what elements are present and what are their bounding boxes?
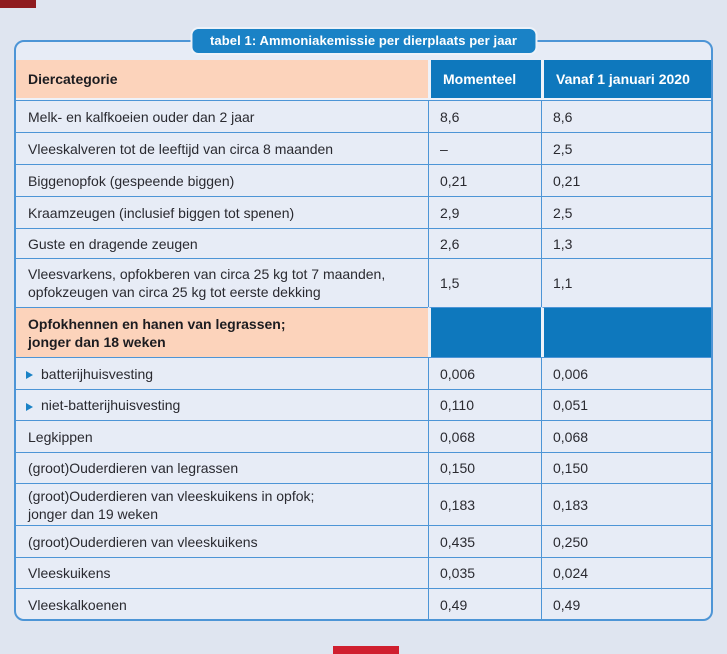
value-cell-vanaf: 2,5 <box>541 132 711 164</box>
category-cell: (groot)Ouderdieren van legrassen <box>16 452 428 483</box>
category-cell: (groot)Ouderdieren van vleeskuikens <box>16 525 428 557</box>
category-line-1: (groot)Ouderdieren van vleeskuikens in o… <box>28 487 315 504</box>
sub-category-label: niet-batterijhuisvesting <box>41 397 181 413</box>
value-cell-momenteel: 2,6 <box>428 228 541 258</box>
section-empty-cell <box>428 307 541 357</box>
page-bottom-mark <box>333 646 399 654</box>
category-cell: (groot)Ouderdieren van vleeskuikens in o… <box>16 483 428 525</box>
category-cell: Vleeskalkoenen <box>16 588 428 619</box>
value-cell-vanaf: 0,250 <box>541 525 711 557</box>
table-row: (groot)Ouderdieren van vleeskuikens in o… <box>16 483 711 525</box>
value-cell-vanaf: 0,21 <box>541 164 711 196</box>
triangle-bullet-icon <box>26 371 33 379</box>
triangle-bullet-icon <box>26 402 33 411</box>
section-line-1: Opfokhennen en hanen van legrassen; <box>28 315 286 332</box>
table-title-badge: tabel 1: Ammoniakemissie per dierplaats … <box>189 27 538 55</box>
value-cell-momenteel: 2,9 <box>428 196 541 228</box>
section-line-2: jonger dan 18 weken <box>28 333 166 350</box>
value-cell-vanaf: 0,051 <box>541 389 711 420</box>
column-header-vanaf-2020: Vanaf 1 januari 2020 <box>541 60 711 100</box>
value-cell-vanaf: 0,024 <box>541 557 711 588</box>
table-row: Kraamzeugen (inclusief biggen tot spenen… <box>16 196 711 228</box>
table-row: Vleesvarkens, opfokberen van circa 25 kg… <box>16 258 711 307</box>
table-sub-row: niet-batterijhuisvesting 0,110 0,051 <box>16 389 711 420</box>
value-cell-vanaf: 2,5 <box>541 196 711 228</box>
value-cell-vanaf: 8,6 <box>541 100 711 132</box>
category-cell: Guste en dragende zeugen <box>16 228 428 258</box>
category-cell: Vleeskuikens <box>16 557 428 588</box>
category-line-1: Vleesvarkens, opfokberen van circa 25 kg… <box>28 266 386 282</box>
section-header-row: Opfokhennen en hanen van legrassen; jong… <box>16 307 711 357</box>
table-title: tabel 1: Ammoniakemissie per dierplaats … <box>209 33 518 48</box>
value-cell-momenteel: 1,5 <box>428 258 541 307</box>
value-cell-momenteel: 0,435 <box>428 525 541 557</box>
header-row: Diercategorie Momenteel Vanaf 1 januari … <box>16 60 711 100</box>
table-card: Diercategorie Momenteel Vanaf 1 januari … <box>14 40 713 621</box>
section-title-cell: Opfokhennen en hanen van legrassen; jong… <box>16 307 428 357</box>
category-cell: niet-batterijhuisvesting <box>16 389 428 420</box>
value-cell-momenteel: 0,110 <box>428 389 541 420</box>
category-cell: Vleeskalveren tot de leeftijd van circa … <box>16 132 428 164</box>
page-corner-mark <box>0 0 36 8</box>
category-line-2: jonger dan 19 weken <box>28 505 158 522</box>
value-cell-momenteel: 0,21 <box>428 164 541 196</box>
emissions-table: Diercategorie Momenteel Vanaf 1 januari … <box>16 60 711 619</box>
column-header-diercategorie: Diercategorie <box>16 60 428 100</box>
category-cell: Melk- en kalfkoeien ouder dan 2 jaar <box>16 100 428 132</box>
value-cell-vanaf: 0,068 <box>541 420 711 452</box>
table-sub-row: batterijhuisvesting 0,006 0,006 <box>16 357 711 389</box>
value-cell-momenteel: 0,035 <box>428 557 541 588</box>
table-row: (groot)Ouderdieren van legrassen 0,150 0… <box>16 452 711 483</box>
table-row: (groot)Ouderdieren van vleeskuikens 0,43… <box>16 525 711 557</box>
category-cell: Vleesvarkens, opfokberen van circa 25 kg… <box>16 258 428 307</box>
table-row: Legkippen 0,068 0,068 <box>16 420 711 452</box>
value-cell-vanaf: 0,183 <box>541 483 711 525</box>
sub-category-label: batterijhuisvesting <box>41 365 154 382</box>
value-cell-vanaf: 0,006 <box>541 357 711 389</box>
table-row: Vleeskuikens 0,035 0,024 <box>16 557 711 588</box>
value-cell-momenteel: 0,49 <box>428 588 541 619</box>
category-line-2: opfokzeugen van circa 25 kg tot eerste d… <box>28 284 321 300</box>
value-cell-momenteel: 0,068 <box>428 420 541 452</box>
value-cell-vanaf: 0,49 <box>541 588 711 619</box>
category-cell: Legkippen <box>16 420 428 452</box>
category-cell: Kraamzeugen (inclusief biggen tot spenen… <box>16 196 428 228</box>
table-row: Biggenopfok (gespeende biggen) 0,21 0,21 <box>16 164 711 196</box>
value-cell-vanaf: 1,1 <box>541 258 711 307</box>
table-row: Vleeskalkoenen 0,49 0,49 <box>16 588 711 619</box>
value-cell-momenteel: 8,6 <box>428 100 541 132</box>
column-header-momenteel: Momenteel <box>428 60 541 100</box>
value-cell-vanaf: 0,150 <box>541 452 711 483</box>
value-cell-momenteel: – <box>428 132 541 164</box>
section-empty-cell <box>541 307 711 357</box>
value-cell-momenteel: 0,183 <box>428 483 541 525</box>
table-row: Vleeskalveren tot de leeftijd van circa … <box>16 132 711 164</box>
table-row: Guste en dragende zeugen 2,6 1,3 <box>16 228 711 258</box>
category-cell: Biggenopfok (gespeende biggen) <box>16 164 428 196</box>
value-cell-momenteel: 0,006 <box>428 357 541 389</box>
category-cell: batterijhuisvesting <box>16 357 428 389</box>
value-cell-vanaf: 1,3 <box>541 228 711 258</box>
table-row: Melk- en kalfkoeien ouder dan 2 jaar 8,6… <box>16 100 711 132</box>
value-cell-momenteel: 0,150 <box>428 452 541 483</box>
